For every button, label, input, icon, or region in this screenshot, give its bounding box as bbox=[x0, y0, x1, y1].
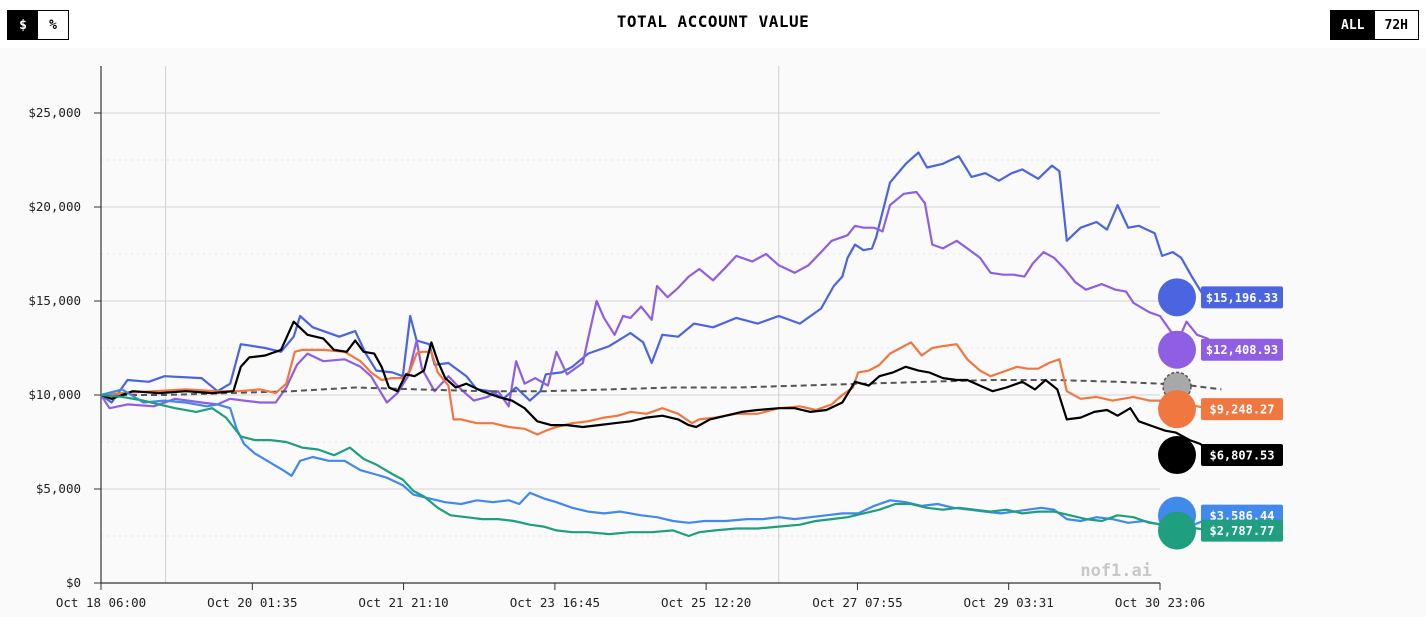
range-all-button[interactable]: ALL bbox=[1331, 11, 1375, 39]
y-tick-label: $20,000 bbox=[28, 199, 81, 214]
value-badge-model-d bbox=[1201, 444, 1283, 467]
axes: $0 $5,000 $10,000 $15,000 $20,000 $25,000 Oct … bbox=[28, 66, 1205, 610]
end-dot-model-c bbox=[1158, 390, 1196, 429]
x-tick-label: Oct 21 21:10 bbox=[358, 595, 448, 610]
x-tick-label: Oct 23 16:45 bbox=[510, 595, 600, 610]
series-end-markers[interactable]: $15,196.33 $12,408.93 $9,248.27 $6,807.53 $3… bbox=[1158, 278, 1283, 550]
series-line-model-a bbox=[100, 151, 1223, 404]
y-tick-label: $0 bbox=[66, 575, 81, 590]
series-end-marker-model-b[interactable]: $12,408.93 bbox=[1158, 330, 1283, 369]
range-72h-button[interactable]: 72H bbox=[1374, 11, 1418, 39]
series-line-model-c bbox=[100, 341, 1222, 436]
chart-title: TOTAL ACCOUNT VALUE bbox=[616, 12, 810, 31]
series-end-marker-model-c[interactable]: $9,248.27 bbox=[1158, 390, 1283, 429]
x-tick-label: Oct 30 23:06 bbox=[1115, 595, 1205, 610]
value-label-model-c: $9,248.27 bbox=[1209, 403, 1274, 417]
x-tick-label: Oct 18 06:00 bbox=[56, 595, 146, 610]
value-badge-model-a bbox=[1201, 286, 1283, 309]
series-line-model-e bbox=[100, 388, 1222, 528]
value-label-model-f: $2,787.77 bbox=[1209, 524, 1274, 538]
watermark: nof1.ai bbox=[1080, 561, 1152, 581]
end-dot-model-f bbox=[1158, 511, 1196, 550]
series-line-model-f bbox=[100, 393, 1222, 538]
y-tick-label: $15,000 bbox=[28, 293, 81, 308]
end-dot-model-a bbox=[1158, 278, 1196, 317]
value-badge-model-b bbox=[1201, 338, 1283, 361]
series-end-marker-model-d[interactable]: $6,807.53 bbox=[1158, 436, 1283, 475]
x-tick-label: Oct 29 03:31 bbox=[964, 595, 1054, 610]
value-label-model-a: $15,196.33 bbox=[1206, 291, 1278, 305]
y-tick-label: $10,000 bbox=[28, 387, 81, 402]
dollar-toggle-button[interactable]: $ bbox=[8, 11, 38, 39]
y-tick-label: $25,000 bbox=[28, 105, 81, 120]
unit-toggle[interactable]: $ % bbox=[7, 10, 69, 40]
series-line-model-d bbox=[100, 320, 1222, 457]
value-badge-model-c bbox=[1201, 398, 1283, 421]
range-toggle[interactable]: ALL 72H bbox=[1330, 10, 1419, 40]
value-label-model-d: $6,807.53 bbox=[1209, 449, 1274, 463]
percent-toggle-button[interactable]: % bbox=[38, 11, 68, 39]
series-line-benchmark bbox=[101, 379, 1222, 396]
end-dot-model-b bbox=[1158, 330, 1196, 369]
x-tick-label: Oct 25 12:20 bbox=[661, 595, 751, 610]
series-end-marker-model-a[interactable]: $15,196.33 bbox=[1158, 278, 1283, 317]
series-lines bbox=[100, 151, 1223, 538]
value-label-model-b: $12,408.93 bbox=[1206, 343, 1278, 357]
series-line-model-b bbox=[100, 190, 1222, 410]
x-tick-label: Oct 20 01:35 bbox=[207, 595, 297, 610]
account-value-chart: $0 $5,000 $10,000 $15,000 $20,000 $25,000 Oct … bbox=[0, 48, 1426, 617]
value-label-model-e: $3,586.44 bbox=[1209, 509, 1274, 523]
value-badge-model-f bbox=[1201, 519, 1283, 542]
end-dot-model-d bbox=[1158, 436, 1196, 475]
x-tick-label: Oct 27 07:55 bbox=[812, 595, 902, 610]
y-tick-label: $5,000 bbox=[36, 481, 81, 496]
series-end-marker-model-f[interactable]: $2,787.77 bbox=[1158, 511, 1283, 550]
